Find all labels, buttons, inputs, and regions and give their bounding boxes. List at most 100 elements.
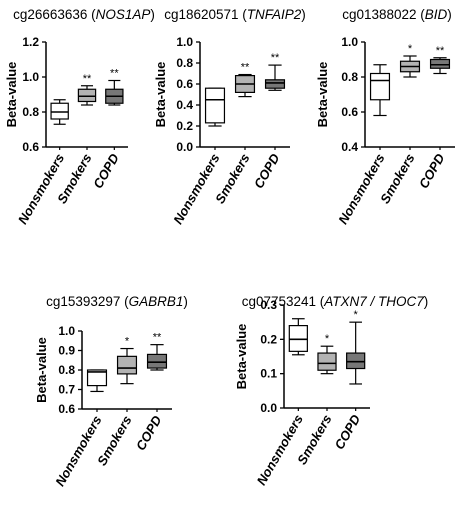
y-tick-label: 0.6	[341, 105, 358, 119]
box-nonsmokers	[204, 87, 226, 127]
chart-panel-4: cg15393297 (GABRB1) Beta-value 0.6 0.7 0.8 0.…	[34, 294, 188, 489]
chart-title-probe: cg26663636 (	[13, 7, 96, 22]
box-smokers: *	[317, 333, 337, 375]
x-category-label: Nonsmokers	[52, 413, 104, 489]
chart-title: cg15393297 (GABRB1)	[46, 294, 188, 309]
box-iqr	[288, 325, 308, 352]
chart-title: cg01388022 (BID)	[342, 7, 452, 22]
y-tick-label: 1.0	[176, 35, 193, 49]
chart-title-close: )	[447, 7, 452, 22]
chart-panel-5: cg07753241 (ATXN7 / THOC7) Beta-value 0.0 0…	[234, 294, 428, 488]
chart-title-close: )	[301, 7, 306, 22]
x-category-label: COPD	[251, 150, 283, 191]
significance-marker: *	[354, 309, 359, 321]
significance-marker: **	[271, 52, 280, 64]
y-tick-label: 0.8	[58, 363, 75, 377]
x-category-label: COPD	[331, 411, 363, 452]
x-category-label: COPD	[416, 150, 448, 191]
x-category-label: Nonsmokers	[170, 151, 222, 227]
chart-title-close: )	[424, 294, 429, 309]
x-category-label: Nonsmokers	[254, 412, 306, 488]
chart-panel-3: cg01388022 (BID) Beta-value 0.4 0.6 0.8 1.0 No…	[315, 7, 455, 227]
y-tick-label: 1.2	[22, 35, 39, 49]
box-nonsmokers	[86, 369, 108, 393]
y-tick-label: 1.0	[341, 35, 358, 49]
box-copd: **	[146, 332, 168, 371]
y-axis-label: Beta-value	[34, 337, 49, 403]
box-iqr	[264, 79, 286, 89]
y-axis-label: Beta-value	[315, 62, 330, 128]
y-axis-label: Beta-value	[4, 62, 19, 128]
chart-title-gene: BID	[425, 7, 448, 22]
y-tick-label: 0.8	[22, 105, 39, 119]
box-iqr	[116, 355, 138, 375]
significance-marker: *	[125, 336, 130, 348]
y-tick-label: 0.9	[58, 344, 75, 358]
box-iqr	[204, 87, 226, 124]
y-tick-label: 1.0	[58, 324, 75, 338]
chart-title-gene: GABRB1	[129, 294, 184, 309]
y-tick-label: 0.4	[176, 98, 193, 112]
box-iqr	[50, 102, 69, 120]
y-tick-label: 0.3	[260, 298, 277, 312]
box-copd: **	[264, 52, 286, 91]
box-smokers: *	[399, 43, 421, 78]
significance-marker: **	[153, 332, 162, 344]
chart-title-close: )	[150, 7, 155, 22]
chart-title-gene: ATXN7 / THOC7	[323, 294, 424, 309]
chart-title-probe: cg01388022 (	[342, 7, 425, 22]
chart-title-gene: NOS1AP	[96, 7, 151, 22]
y-tick-label: 0.4	[341, 140, 358, 154]
y-tick-label: 0.2	[176, 119, 193, 133]
chart-title-probe: cg15393297 (	[46, 294, 129, 309]
y-tick-label: 0.6	[176, 77, 193, 91]
chart-panel-2: cg18620571 (TNFAIP2) Beta-value 0.0 0.2 0.4 0…	[153, 7, 306, 227]
box-smokers: **	[234, 62, 256, 98]
x-category-label: COPD	[133, 412, 165, 453]
box-copd: **	[429, 45, 451, 75]
y-tick-label: 1.0	[22, 70, 39, 84]
y-tick-label: 0.0	[260, 401, 277, 415]
x-category-label: COPD	[90, 150, 122, 191]
box-copd: **	[105, 68, 124, 106]
box-nonsmokers	[50, 99, 69, 125]
y-tick-label: 0.6	[22, 140, 39, 154]
y-tick-label: 0.2	[260, 332, 277, 346]
chart-title-gene: TNFAIP2	[247, 7, 302, 22]
box-nonsmokers	[369, 64, 391, 117]
box-copd: *	[346, 309, 366, 385]
significance-marker: **	[110, 68, 119, 80]
y-axis-label: Beta-value	[153, 62, 168, 128]
box-iqr	[146, 353, 168, 369]
box-iqr	[317, 352, 337, 371]
box-iqr	[77, 88, 97, 103]
significance-marker: **	[83, 73, 92, 85]
y-tick-label: 0.8	[176, 56, 193, 70]
significance-marker: *	[408, 43, 413, 55]
y-tick-label: 0.6	[58, 402, 75, 416]
significance-marker: *	[325, 333, 330, 345]
box-iqr	[346, 352, 366, 370]
y-tick-label: 0.0	[176, 140, 193, 154]
chart-title: cg18620571 (TNFAIP2)	[164, 7, 306, 22]
box-nonsmokers	[288, 318, 308, 356]
chart-title-probe: cg07753241 (	[242, 294, 325, 309]
box-smokers: *	[116, 336, 138, 385]
box-iqr	[86, 369, 108, 387]
significance-marker: **	[241, 62, 250, 74]
x-category-label: Nonsmokers	[335, 151, 387, 227]
chart-title: cg26663636 (NOS1AP)	[13, 7, 155, 22]
box-smokers: **	[77, 73, 97, 106]
y-tick-label: 0.7	[58, 383, 75, 397]
box-iqr	[369, 72, 391, 101]
significance-marker: **	[436, 45, 445, 57]
y-tick-label: 0.8	[341, 70, 358, 84]
chart-title-probe: cg18620571 (	[164, 7, 247, 22]
box-iqr	[429, 58, 451, 69]
chart-title: cg07753241 (ATXN7 / THOC7)	[242, 294, 429, 309]
chart-title-close: )	[183, 294, 188, 309]
y-tick-label: 0.1	[260, 367, 277, 381]
y-axis-label: Beta-value	[234, 324, 249, 390]
